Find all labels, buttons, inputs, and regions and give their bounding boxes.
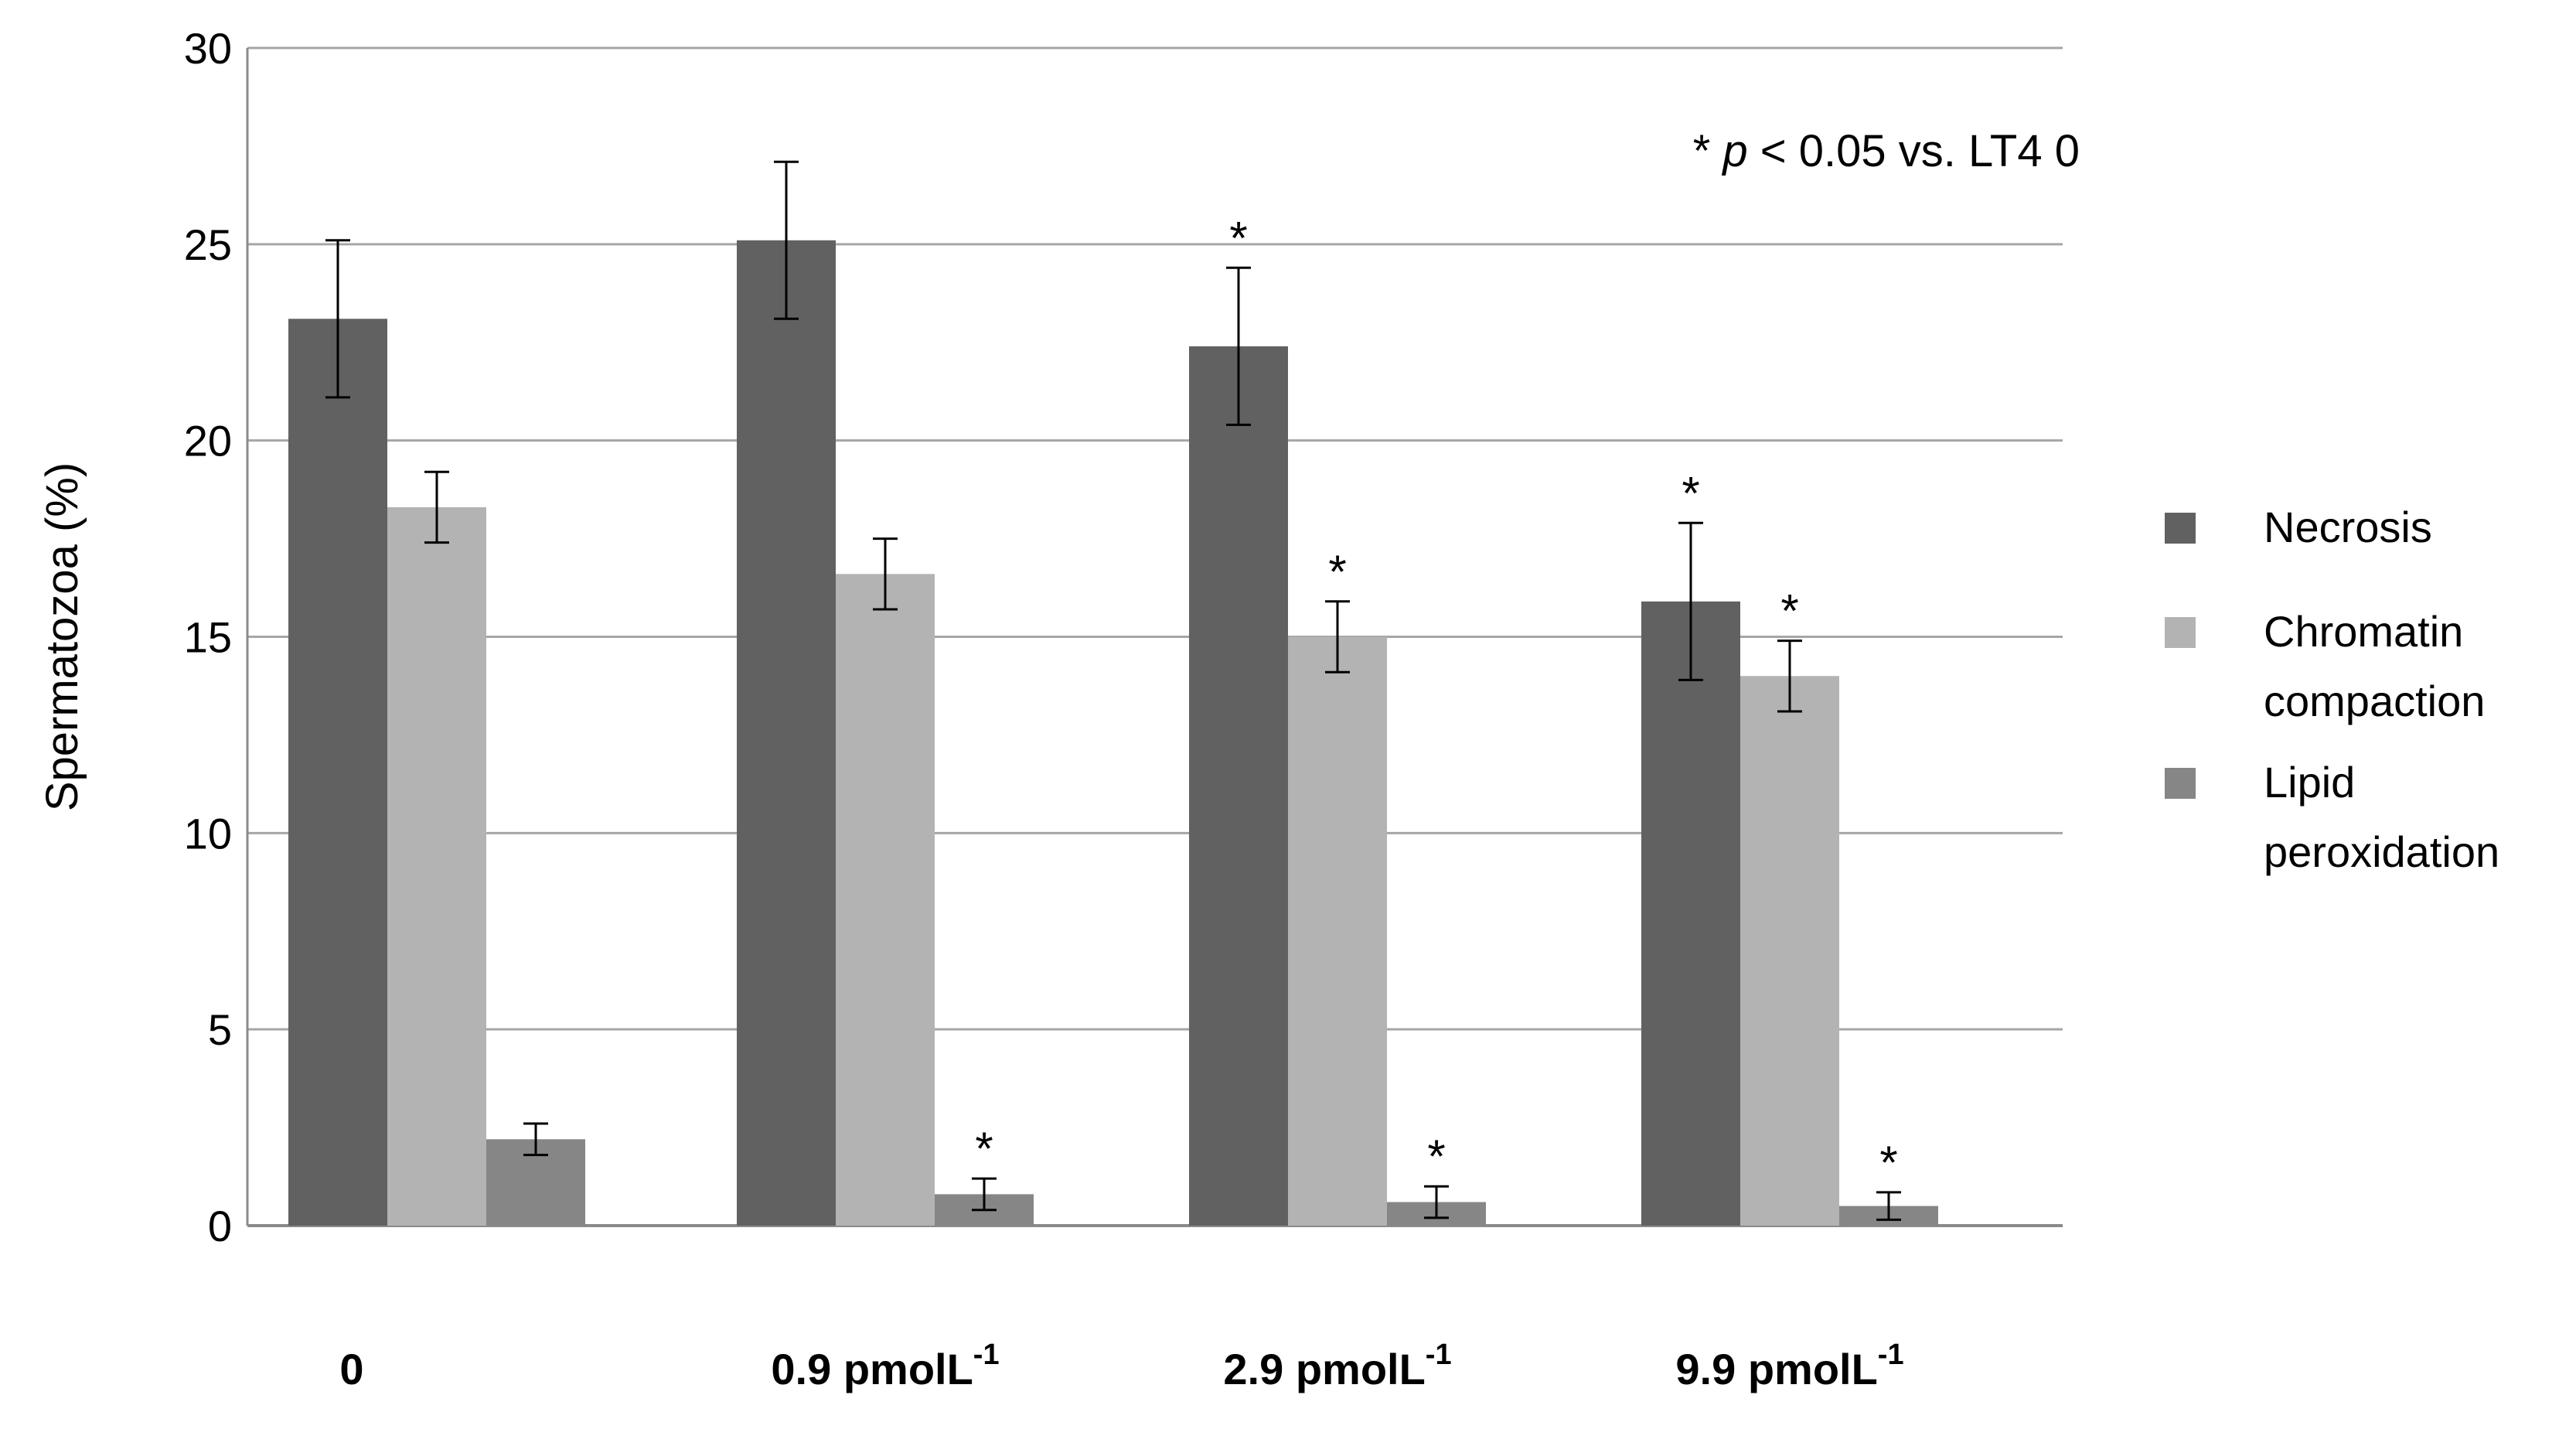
legend-label: Chromatin <box>2264 607 2463 656</box>
y-tick-label: 0 <box>208 1202 232 1250</box>
y-axis-title: Spermatozoa (%) <box>37 462 87 811</box>
legend-label: Lipid <box>2264 758 2355 807</box>
y-tick-label: 20 <box>184 417 232 466</box>
significance-star: * <box>1427 1131 1445 1182</box>
y-tick-label: 15 <box>184 613 232 662</box>
y-tick-label: 10 <box>184 809 232 858</box>
legend-label: compaction <box>2264 677 2485 725</box>
bar-necrosis <box>1641 601 1740 1226</box>
significance-star: * <box>1229 212 1247 264</box>
legend-label: Necrosis <box>2264 503 2432 551</box>
significance-annotation: * p < 0.05 vs. LT4 0 <box>1693 126 2080 176</box>
y-tick-label: 25 <box>184 220 232 269</box>
significance-star: * <box>975 1123 993 1175</box>
bar-necrosis <box>288 319 387 1226</box>
significance-star: * <box>1780 585 1798 637</box>
significance-star: * <box>1328 546 1346 598</box>
x-category-label: 9.9 pmolL-1 <box>1675 1339 1903 1393</box>
y-tick-label: 30 <box>184 24 232 73</box>
bar-chromatin-compaction <box>387 506 486 1226</box>
bar-necrosis <box>1189 346 1288 1226</box>
legend-swatch-lipid-peroxidation <box>2165 768 2196 799</box>
x-category-label: 2.9 pmolL-1 <box>1223 1339 1451 1393</box>
legend-label: peroxidation <box>2264 827 2499 876</box>
bar-chromatin-compaction <box>836 574 935 1226</box>
legend-swatch-necrosis <box>2165 513 2196 544</box>
x-category-label: 0.9 pmolL-1 <box>771 1339 999 1393</box>
bar-necrosis <box>737 240 836 1226</box>
bar-chromatin-compaction <box>1740 676 1839 1226</box>
bar-chromatin-compaction <box>1288 636 1387 1226</box>
y-tick-label: 5 <box>208 1005 232 1054</box>
significance-star: * <box>1682 467 1699 519</box>
legend-swatch-chromatin-compaction <box>2165 617 2196 648</box>
x-category-label: 0 <box>339 1345 363 1393</box>
significance-star: * <box>1879 1137 1897 1189</box>
